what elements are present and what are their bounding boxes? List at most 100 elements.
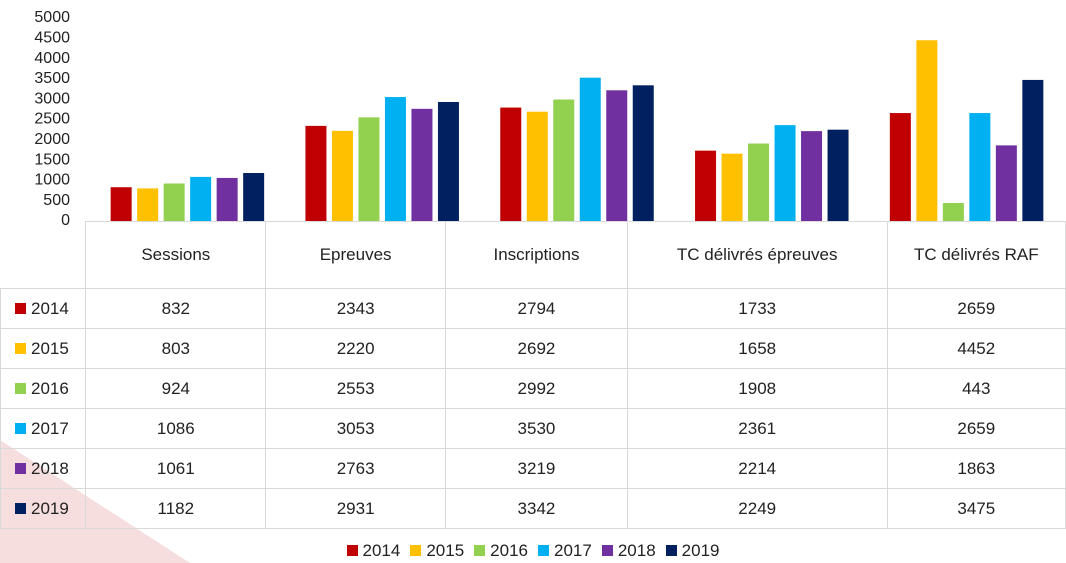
bar: [827, 129, 849, 221]
table-value: 1863: [886, 448, 1066, 489]
bar: [110, 187, 132, 221]
bar: [916, 40, 938, 222]
y-tick-label: 3500: [34, 70, 70, 87]
table-value: 2931: [265, 488, 447, 529]
legend-swatch: [15, 462, 26, 474]
legend-item: 2017: [538, 541, 592, 560]
bar: [500, 107, 522, 221]
bar: [801, 131, 823, 221]
table-value: 1658: [626, 328, 888, 369]
table-value: 3475: [886, 488, 1066, 529]
series-name: 2017: [31, 418, 69, 438]
table-value: 3219: [445, 448, 628, 489]
legend-swatch: [346, 545, 358, 556]
bar: [411, 108, 433, 221]
table-value: 2763: [265, 448, 447, 489]
row-header: 2015: [0, 328, 87, 369]
legend-item: 2014: [346, 541, 400, 560]
series-name: 2019: [31, 498, 69, 518]
legend-swatch: [474, 545, 486, 556]
legend: 2014 2015 2016 2017 2018 2019: [0, 541, 1066, 561]
bar: [331, 130, 353, 221]
series-name: 2014: [31, 298, 69, 318]
legend-swatch: [15, 302, 26, 314]
table-value: 3053: [265, 408, 447, 449]
bar: [526, 111, 548, 221]
y-tick-label: 3000: [34, 90, 70, 107]
bar: [137, 188, 159, 221]
bar: [774, 125, 796, 221]
y-tick-label: 500: [43, 192, 70, 209]
bar: [579, 77, 601, 221]
legend-swatch: [410, 545, 422, 556]
bar: [190, 176, 212, 221]
row-header: 2017: [0, 408, 87, 449]
table-value: 1908: [626, 368, 888, 409]
table-value: 2214: [626, 448, 888, 489]
bar: [243, 173, 265, 221]
bar: [942, 203, 964, 221]
bar: [358, 117, 380, 221]
legend-swatch: [15, 382, 26, 394]
series-name: 2018: [31, 458, 69, 478]
table-value: 1182: [85, 488, 267, 529]
series-name: 2015: [31, 338, 69, 358]
table-value: 3342: [445, 488, 628, 529]
bar: [889, 113, 911, 221]
data-table: Sessions Epreuves Inscriptions TC délivrés …: [0, 221, 1066, 529]
table-value: 1061: [85, 448, 267, 489]
legend-label: 2019: [681, 541, 720, 560]
table-value: 2692: [445, 328, 628, 369]
table-value: 2794: [445, 288, 628, 329]
legend-swatch: [15, 502, 26, 514]
legend-label: 2016: [490, 541, 528, 560]
category-label: Inscriptions: [445, 221, 628, 289]
legend-label: 2015: [426, 541, 465, 560]
legend-swatch: [538, 545, 549, 556]
row-header: 2019: [0, 488, 87, 529]
table-value: 2553: [265, 368, 447, 409]
table-value: 4452: [886, 328, 1066, 369]
legend-swatch: [15, 342, 26, 354]
bar: [748, 143, 770, 221]
legend-item: 2016: [474, 541, 528, 560]
bar: [995, 145, 1017, 221]
bar: [437, 102, 459, 221]
table-value: 924: [85, 368, 267, 409]
category-label: Epreuves: [265, 221, 447, 289]
table-value: 2659: [886, 408, 1066, 449]
category-label: Sessions: [85, 221, 267, 289]
bar: [1022, 79, 1044, 221]
bar: [384, 97, 406, 221]
y-tick-label: 4000: [34, 50, 70, 67]
table-value: 1086: [85, 408, 267, 449]
legend-swatch: [665, 545, 677, 556]
y-tick-label: 2500: [34, 111, 70, 128]
legend-swatch: [15, 422, 26, 434]
legend-item: 2019: [665, 541, 720, 560]
bar: [163, 183, 185, 221]
bar: [216, 177, 238, 221]
y-tick-label: 0: [61, 212, 70, 229]
table-value: 832: [85, 288, 267, 329]
bar: [632, 85, 654, 222]
bar: [305, 125, 327, 221]
table-value: 443: [886, 368, 1066, 409]
table-value: 2361: [626, 408, 888, 449]
bar: [721, 153, 743, 221]
y-tick-label: 5000: [34, 9, 70, 26]
table-value: 2220: [265, 328, 447, 369]
row-header: 2016: [0, 368, 87, 409]
legend-label: 2018: [617, 541, 656, 560]
legend-item: 2015: [410, 541, 464, 560]
table-value: 2659: [886, 288, 1066, 329]
bar: [695, 150, 717, 221]
category-label: TC délivrés RAF: [886, 221, 1066, 289]
bar: [606, 90, 628, 222]
bar: [553, 99, 575, 221]
table-value: 803: [85, 328, 267, 369]
y-tick-label: 1500: [34, 151, 70, 168]
legend-label: 2017: [554, 541, 592, 560]
